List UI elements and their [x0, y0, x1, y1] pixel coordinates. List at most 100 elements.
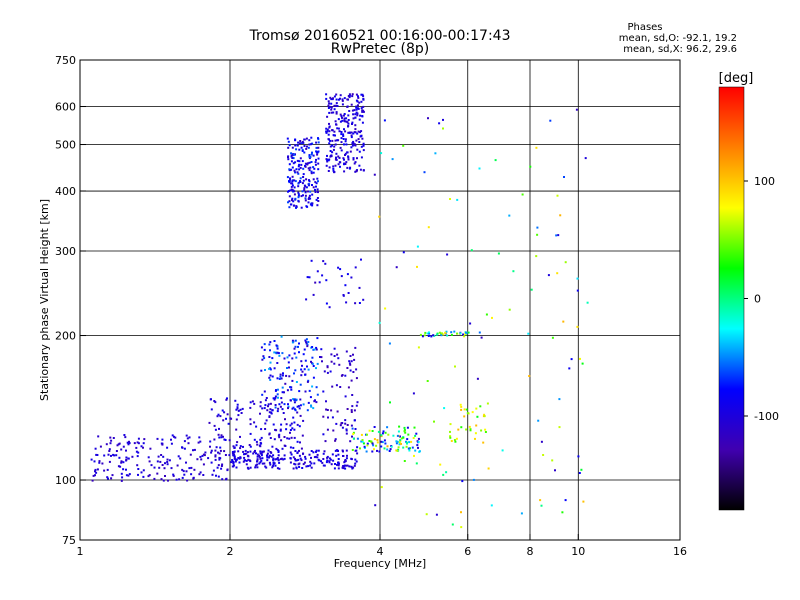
- data-point: [527, 332, 530, 335]
- data-point: [282, 412, 285, 414]
- data-point: [406, 426, 409, 429]
- data-point: [353, 464, 356, 467]
- data-point: [326, 154, 328, 157]
- data-point: [312, 365, 315, 367]
- data-point: [347, 386, 350, 389]
- data-point: [283, 391, 285, 394]
- data-point: [233, 446, 236, 449]
- data-point: [329, 145, 332, 148]
- data-point: [461, 480, 464, 483]
- data-point: [497, 252, 500, 255]
- data-point: [225, 477, 228, 480]
- data-point: [340, 131, 343, 133]
- data-point: [336, 353, 339, 356]
- data-point: [268, 356, 271, 358]
- data-point: [540, 440, 543, 443]
- data-point: [417, 446, 419, 449]
- data-point: [358, 141, 361, 143]
- data-point: [528, 375, 531, 377]
- data-point: [536, 233, 539, 236]
- data-point: [269, 378, 272, 381]
- data-point: [321, 360, 323, 363]
- data-point: [310, 143, 312, 146]
- data-point: [161, 464, 164, 466]
- data-point: [384, 442, 387, 445]
- data-point: [307, 198, 310, 200]
- data-point: [355, 111, 358, 114]
- data-point: [226, 468, 229, 471]
- data-point: [373, 438, 376, 441]
- data-point: [311, 184, 313, 186]
- data-point: [239, 435, 241, 438]
- data-point: [564, 499, 567, 502]
- data-point: [288, 206, 291, 209]
- data-point: [325, 302, 328, 305]
- data-point: [416, 245, 419, 248]
- data-point: [330, 353, 333, 356]
- data-point: [301, 434, 304, 437]
- data-point: [264, 428, 267, 430]
- data-point: [260, 436, 263, 439]
- data-point: [351, 93, 354, 96]
- data-point: [402, 436, 405, 439]
- data-point: [396, 440, 399, 443]
- data-point: [470, 249, 473, 252]
- data-point: [346, 454, 348, 457]
- data-point: [278, 378, 281, 380]
- data-point: [312, 376, 315, 379]
- data-point: [295, 168, 298, 171]
- data-point: [286, 437, 289, 440]
- data-point: [344, 419, 347, 422]
- colorbar-tick-label: -100: [754, 410, 779, 423]
- data-point: [304, 199, 307, 202]
- data-point: [167, 479, 169, 482]
- data-point: [403, 460, 406, 462]
- data-point: [484, 431, 487, 433]
- data-point: [142, 442, 145, 445]
- data-point: [338, 130, 341, 133]
- data-point: [333, 145, 336, 148]
- data-point: [259, 438, 262, 441]
- data-point: [256, 463, 259, 466]
- data-point: [277, 352, 280, 355]
- data-point: [352, 117, 355, 120]
- data-point: [337, 155, 340, 158]
- data-point: [302, 452, 304, 455]
- data-point: [288, 366, 290, 369]
- colorbar: [718, 86, 745, 511]
- data-point: [312, 451, 315, 454]
- data-point: [278, 354, 281, 357]
- data-point: [274, 397, 277, 400]
- data-point: [356, 100, 359, 103]
- data-point: [421, 335, 424, 338]
- data-point: [217, 413, 220, 416]
- data-point: [339, 161, 342, 164]
- data-point: [188, 467, 191, 470]
- data-point: [342, 465, 345, 467]
- data-point: [103, 469, 106, 472]
- data-point: [291, 357, 294, 360]
- data-point: [308, 194, 311, 197]
- data-point: [555, 234, 558, 237]
- data-point: [368, 440, 371, 442]
- data-point: [556, 194, 559, 197]
- data-point: [354, 113, 357, 116]
- data-point: [101, 462, 104, 465]
- data-point: [348, 96, 351, 99]
- data-point: [360, 93, 363, 96]
- data-point: [353, 109, 356, 112]
- x-axis: 1 2 4 6 8 10 16: [77, 534, 687, 558]
- data-point: [290, 436, 293, 439]
- data-point: [416, 265, 418, 268]
- data-point: [316, 453, 319, 456]
- data-point: [358, 150, 361, 153]
- data-point: [218, 427, 220, 430]
- data-point: [331, 416, 334, 419]
- data-point: [175, 478, 178, 481]
- data-point: [288, 144, 291, 147]
- data-point: [316, 337, 319, 340]
- data-point: [269, 349, 271, 352]
- data-point: [310, 161, 313, 163]
- data-point: [556, 272, 559, 275]
- data-point: [245, 452, 248, 455]
